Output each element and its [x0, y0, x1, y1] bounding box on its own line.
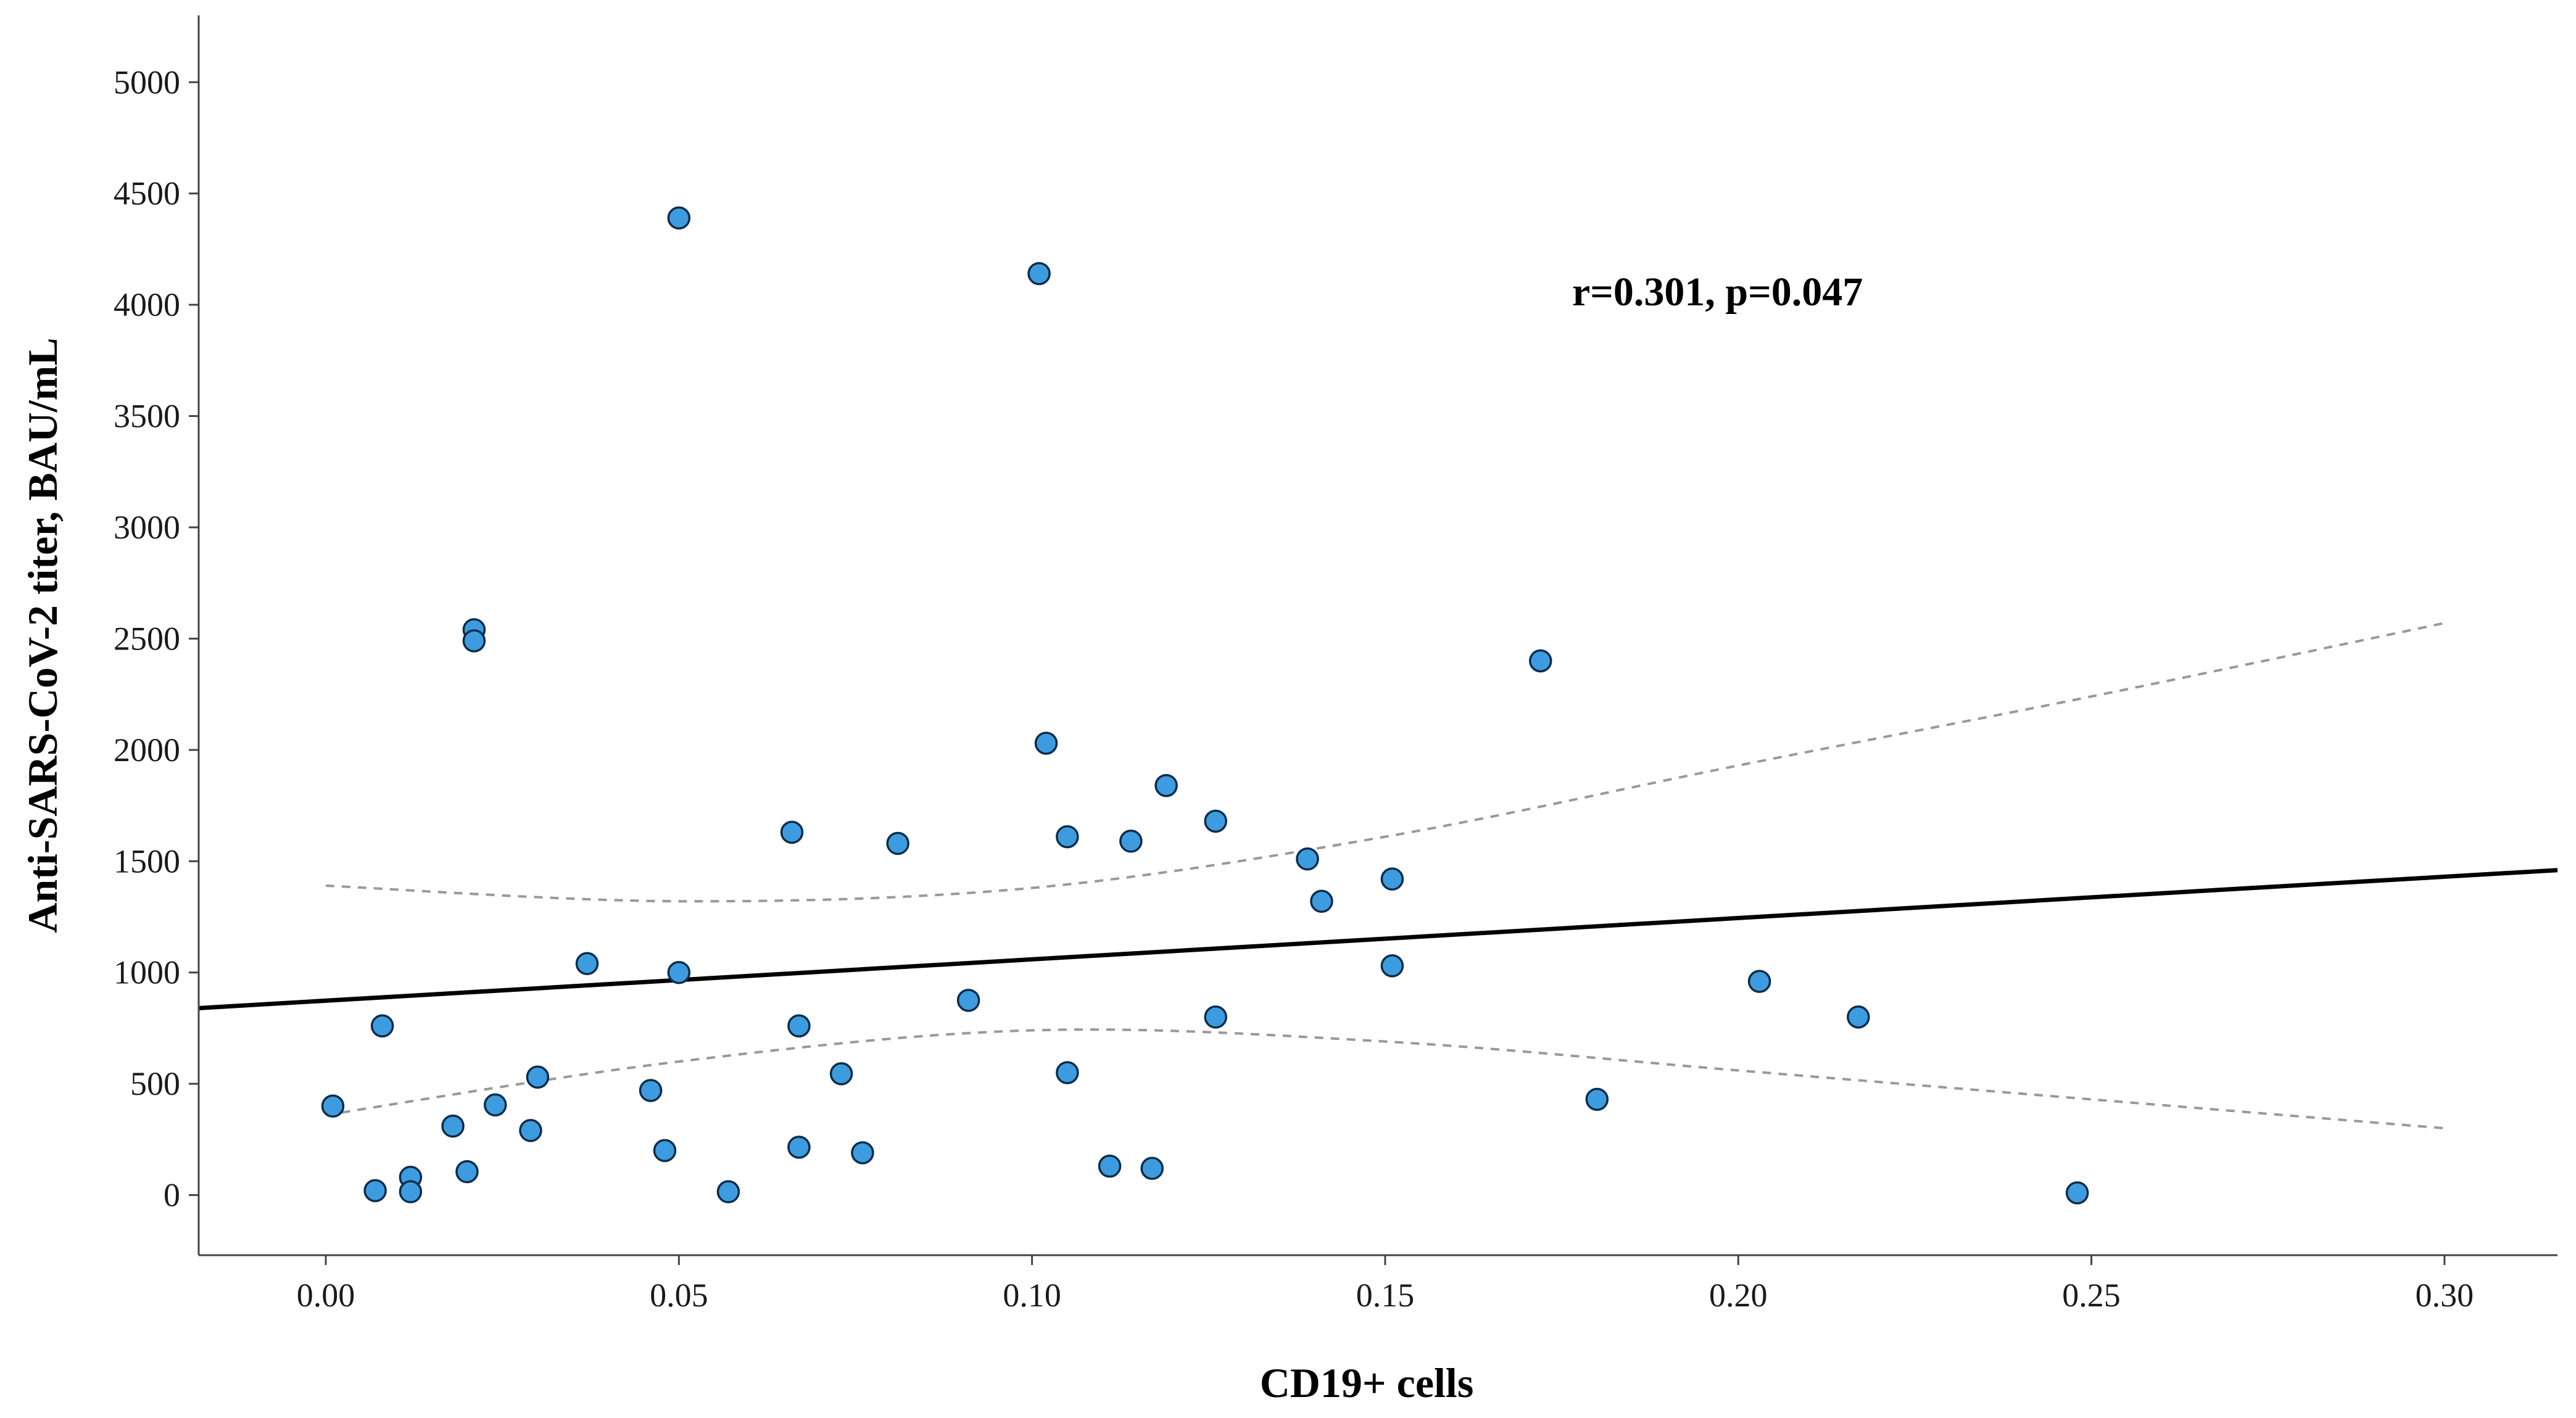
data-point-15	[653, 1139, 677, 1163]
y-tick-label: 3000	[114, 509, 180, 546]
data-point-13	[575, 952, 599, 976]
data-point-25	[956, 989, 980, 1012]
x-axis-title: CD19+ cells	[1260, 1359, 1474, 1406]
data-point-38	[1380, 867, 1404, 891]
y-tick-label: 1500	[114, 843, 180, 880]
data-point-29	[1056, 1061, 1079, 1084]
y-tick-label: 4500	[114, 175, 180, 212]
data-point-10	[483, 1093, 507, 1117]
data-point-6	[441, 1114, 465, 1138]
data-point-23	[851, 1141, 874, 1164]
data-point-1	[321, 1094, 345, 1118]
regression-fit	[198, 868, 2558, 1010]
y-tick-label: 1000	[114, 954, 180, 991]
data-point-40	[1529, 649, 1552, 673]
data-point-22	[829, 1062, 853, 1086]
data-point-32	[1140, 1156, 1164, 1181]
data-point-17	[667, 206, 691, 230]
data-point-2	[363, 1179, 387, 1203]
data-point-7	[455, 1160, 479, 1184]
y-tick-label: 0	[164, 1177, 180, 1214]
ci-upper-curve	[325, 622, 2445, 903]
y-tick-label: 500	[130, 1065, 180, 1102]
x-tick-label: 0.05	[650, 1277, 708, 1314]
data-point-19	[780, 820, 804, 844]
data-point-20	[787, 1014, 811, 1038]
data-point-35	[1204, 1005, 1227, 1029]
regression-line	[198, 868, 2558, 1010]
x-tick-label: 0.30	[2416, 1277, 2474, 1314]
x-tick-label: 0.15	[1356, 1277, 1415, 1314]
x-tick-label: 0.00	[297, 1277, 355, 1314]
confidence-band	[325, 622, 2445, 1130]
data-points	[321, 206, 2089, 1205]
x-tick-label: 0.20	[1709, 1277, 1768, 1314]
y-tick-label: 4000	[114, 286, 180, 323]
data-point-37	[1310, 889, 1333, 913]
annotation-stats: r=0.301, p=0.047	[1572, 270, 1863, 315]
data-point-41	[1585, 1087, 1609, 1111]
x-ticks: 0.00 0.05 0.10 0.15 0.20 0.25 0.30	[297, 1255, 2474, 1314]
data-point-11	[519, 1119, 542, 1142]
y-tick-label: 5000	[114, 64, 180, 101]
y-tick-label: 2500	[114, 620, 180, 657]
data-point-43	[1847, 1005, 1870, 1029]
data-point-12	[526, 1065, 550, 1089]
data-point-5	[399, 1180, 423, 1203]
data-point-18	[716, 1180, 740, 1203]
data-point-28	[1056, 825, 1079, 849]
y-ticks: 0 500 1000 1500 2000 2500 3000 3500 4000 4500 5000	[114, 64, 199, 1214]
ci-lower-curve	[325, 1028, 2445, 1130]
y-tick-label: 2000	[114, 732, 180, 769]
y-tick-label: 3500	[114, 398, 180, 435]
data-point-44	[2065, 1181, 2089, 1205]
data-point-24	[886, 831, 909, 855]
y-axis-title: Anti-SARS-CoV-2 titer, BAU/mL	[19, 337, 66, 933]
data-point-21	[787, 1136, 811, 1159]
data-point-27	[1034, 732, 1058, 755]
data-point-16	[667, 960, 691, 984]
data-point-36	[1296, 847, 1319, 871]
data-point-3	[370, 1014, 394, 1038]
axes	[197, 15, 2557, 1256]
data-point-34	[1204, 809, 1227, 833]
data-point-9	[462, 629, 486, 653]
data-point-31	[1119, 830, 1143, 853]
x-tick-label: 0.25	[2062, 1277, 2121, 1314]
data-point-30	[1098, 1154, 1122, 1178]
data-point-42	[1747, 970, 1771, 993]
data-point-14	[639, 1079, 663, 1102]
data-point-33	[1154, 773, 1178, 798]
data-point-39	[1380, 954, 1404, 978]
data-point-26	[1027, 262, 1051, 286]
x-tick-label: 0.10	[1003, 1277, 1061, 1314]
